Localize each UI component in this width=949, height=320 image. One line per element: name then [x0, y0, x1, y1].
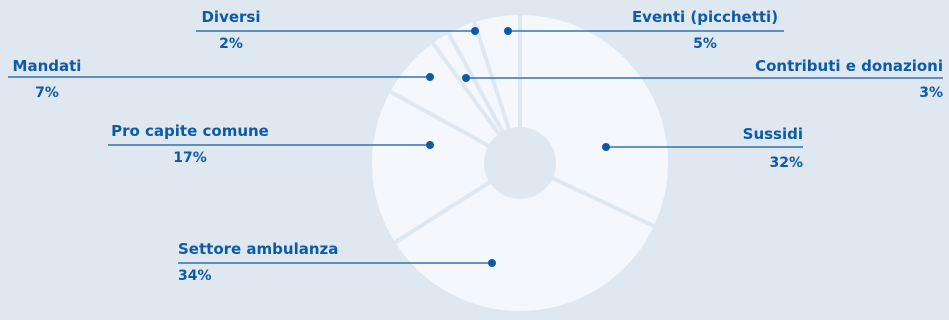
pie-slice-2	[368, 88, 522, 246]
leader-dot-2	[426, 141, 434, 149]
slice-label-group-6: Eventi (picchetti) 5%	[504, 8, 784, 52]
slice-value-2: 17%	[173, 150, 207, 166]
slice-label-2: Pro capite comune	[111, 122, 269, 140]
slice-value-5: 3%	[919, 85, 943, 101]
slice-value-0: 32%	[769, 155, 803, 171]
slice-label-group-1: Settore ambulanza 34%	[178, 240, 496, 284]
slices-group	[368, 11, 672, 315]
slice-value-6: 5%	[693, 36, 717, 52]
slice-label-group-3: Mandati 7%	[8, 57, 434, 101]
slice-label-0: Sussidi	[743, 125, 803, 143]
leader-dot-3	[426, 73, 434, 81]
leader-dot-5	[462, 74, 470, 82]
slice-label-3: Mandati	[13, 57, 82, 75]
pie-slice-6	[471, 11, 522, 165]
leader-dot-6	[504, 27, 512, 35]
leader-dot-4	[471, 27, 479, 35]
slice-value-4: 2%	[219, 36, 243, 52]
slice-label-6: Eventi (picchetti)	[632, 8, 778, 26]
labels-group: Sussidi 32% Settore ambulanza 34% Pro capite…	[8, 8, 943, 284]
leader-dot-1	[488, 259, 496, 267]
slice-label-group-2: Pro capite comune 17%	[108, 122, 434, 166]
slice-label-1: Settore ambulanza	[178, 240, 338, 258]
slice-label-group-0: Sussidi 32%	[602, 125, 803, 171]
leader-dot-0	[602, 143, 610, 151]
slice-label-4: Diversi	[201, 8, 260, 26]
pie-slice-0	[518, 11, 672, 229]
pie-slice-1	[391, 161, 658, 315]
slice-value-1: 34%	[178, 268, 212, 284]
slice-value-3: 7%	[35, 85, 59, 101]
donut-hole	[484, 127, 556, 199]
slice-label-group-5: Contributi e donazioni 3%	[462, 57, 943, 101]
slice-label-5: Contributi e donazioni	[755, 57, 943, 75]
slice-label-group-4: Diversi 2%	[196, 8, 479, 52]
